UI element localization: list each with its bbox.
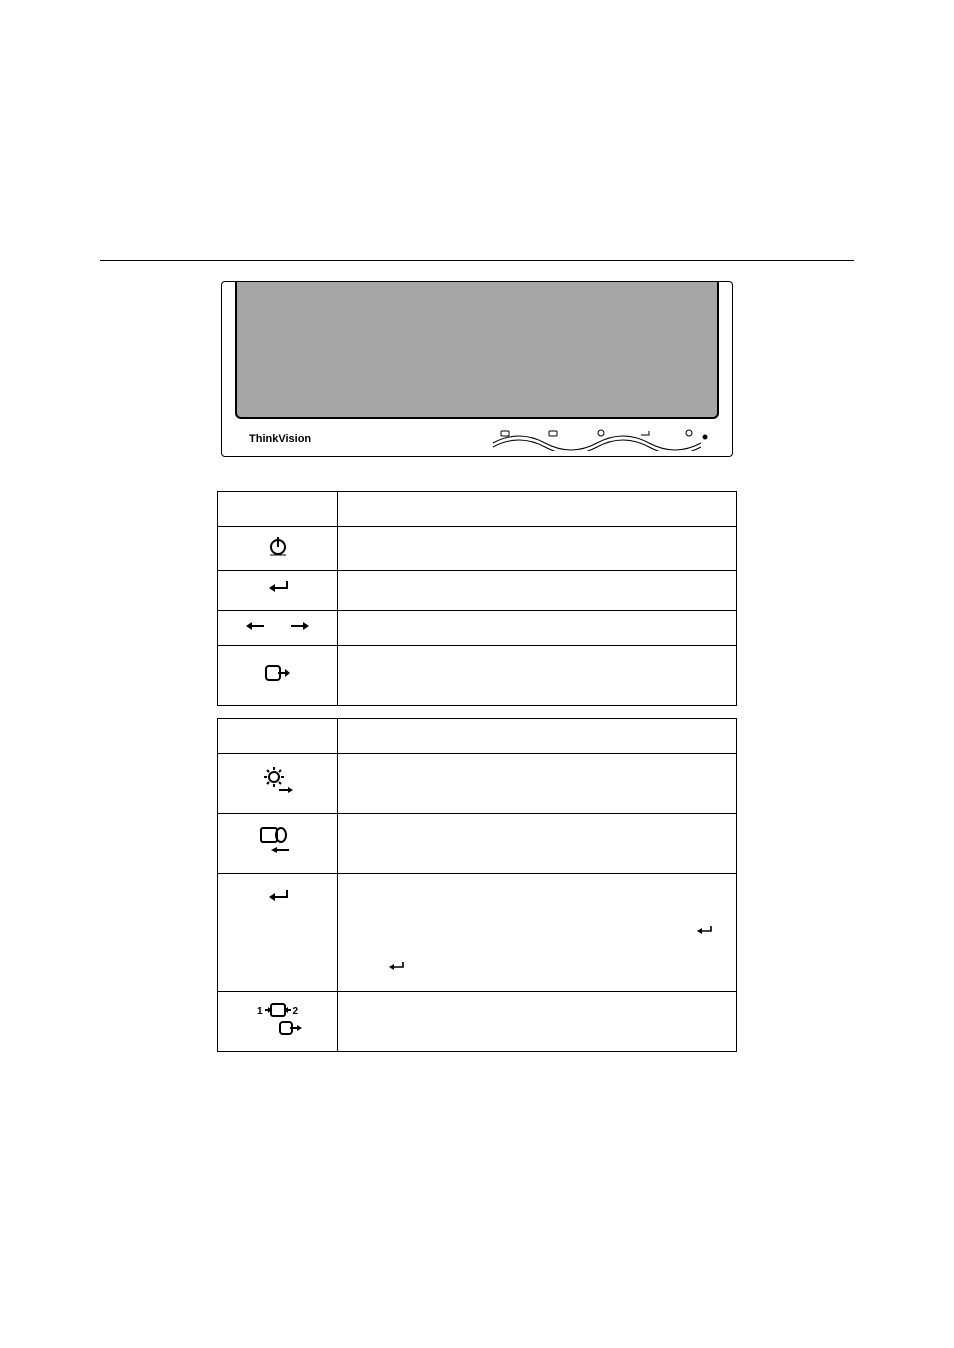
table-cell-desc: Brightness adjustment (direct access →) [338,754,737,814]
brightness-icon [261,766,295,801]
table-header-icon: Icon [218,492,338,527]
table-row: Enter / select [218,571,737,611]
table-cell-desc: Enter / select [338,571,737,611]
enter-inline-icon [694,924,714,941]
table-header-desc: Description [338,719,737,754]
brand-label: ThinkVision [249,433,311,445]
arrow-right-icon [289,619,313,637]
arrow-left-icon [242,619,266,637]
image-setup-icon [259,826,297,861]
controls-table-osd: Icon Description Power on / off Enter / … [217,491,737,706]
table-header-icon: Icon [218,719,338,754]
enter-inline-icon [386,960,406,977]
table-cell-desc: Navigate left / right [338,611,737,646]
monitor-figure: ThinkVision [100,281,854,461]
table-row: Brightness adjustment (direct access →) [218,754,737,814]
table-row: Exit menu [218,646,737,706]
horizontal-rule [100,260,854,261]
monitor-button-row-icon [491,427,711,451]
power-icon [267,535,289,562]
table-row: Image setup (direct access ←) [218,814,737,874]
input-two-label: 2 [293,1006,299,1017]
controls-table-direct: Icon Description [217,718,737,1052]
input-switch-icon: 1 2 [252,1001,304,1042]
table-cell-desc: Power on / off [338,527,737,571]
table-header-desc: Description [338,492,737,527]
table-row: Power on / off [218,527,737,571]
table-cell-desc: Image setup (direct access ←) [338,814,737,874]
enter-icon [265,579,291,602]
enter-icon [265,888,291,911]
table-row: Enter — opens OSD menu. Press ↵ to selec… [218,874,737,992]
table-cell-desc: Exit menu [338,646,737,706]
table-cell-desc: Enter — opens OSD menu. Press ↵ to selec… [338,874,737,992]
table-row: Navigate left / right [218,611,737,646]
table-cell-desc: Switch input source between 1 and 2 / ex… [338,992,737,1052]
table-row: 1 2 Switch input source between 1 and 2 … [218,992,737,1052]
exit-icon [264,662,292,689]
